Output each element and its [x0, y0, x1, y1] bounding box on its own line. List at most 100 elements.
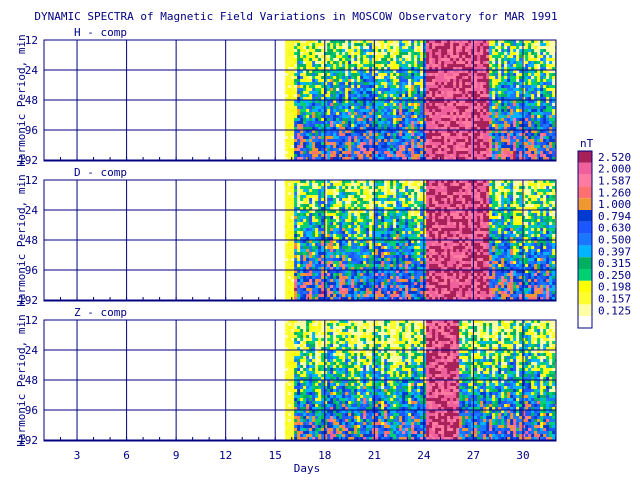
heatmap-cell — [519, 145, 523, 149]
heatmap-cell — [435, 109, 439, 113]
heatmap-cell — [339, 288, 343, 292]
heatmap-cell — [552, 142, 556, 146]
heatmap-cell — [288, 76, 292, 80]
heatmap-cell — [288, 210, 292, 214]
heatmap-cell — [411, 79, 415, 83]
heatmap-cell — [357, 282, 361, 286]
heatmap-cell — [300, 231, 304, 235]
heatmap-cell — [534, 124, 538, 128]
heatmap-cell — [375, 130, 379, 134]
heatmap-cell — [345, 94, 349, 98]
heatmap-cell — [456, 136, 460, 140]
heatmap-cell — [357, 183, 361, 187]
heatmap-cell — [339, 237, 343, 241]
heatmap-cell — [294, 88, 298, 92]
heatmap-cell — [459, 73, 463, 77]
heatmap-cell — [504, 91, 508, 95]
heatmap-cell — [477, 106, 481, 110]
heatmap-cell — [312, 85, 316, 89]
heatmap-cell — [294, 270, 298, 274]
heatmap-cell — [327, 297, 331, 301]
heatmap-cell — [528, 142, 532, 146]
heatmap-cell — [342, 213, 346, 217]
heatmap-cell — [435, 73, 439, 77]
heatmap-cell — [303, 213, 307, 217]
heatmap-cell — [525, 52, 529, 56]
heatmap-cell — [363, 142, 367, 146]
heatmap-cell — [546, 76, 550, 80]
heatmap-cell — [495, 94, 499, 98]
heatmap-cell — [447, 85, 451, 89]
heatmap-cell — [549, 88, 553, 92]
heatmap-cell — [387, 112, 391, 116]
heatmap-cell — [288, 288, 292, 292]
heatmap-cell — [543, 55, 547, 59]
heatmap-cell — [378, 79, 382, 83]
heatmap-cell — [372, 154, 376, 158]
heatmap-cell — [474, 139, 478, 143]
heatmap-cell — [378, 127, 382, 131]
heatmap-cell — [342, 67, 346, 71]
heatmap-cell — [399, 85, 403, 89]
heatmap-cell — [534, 40, 538, 44]
heatmap-cell — [363, 76, 367, 80]
heatmap-cell — [456, 154, 460, 158]
heatmap-cell — [531, 133, 535, 137]
heatmap-cell — [489, 94, 493, 98]
heatmap-cell — [309, 231, 313, 235]
heatmap-cell — [336, 136, 340, 140]
heatmap-cell — [444, 70, 448, 74]
heatmap-cell — [327, 252, 331, 256]
heatmap-cell — [369, 282, 373, 286]
heatmap-cell — [516, 40, 520, 44]
heatmap-cell — [414, 82, 418, 86]
heatmap-cell — [348, 43, 352, 47]
heatmap-cell — [309, 183, 313, 187]
heatmap-cell — [501, 148, 505, 152]
heatmap-cell — [363, 100, 367, 104]
heatmap-cell — [336, 249, 340, 253]
heatmap-cell — [471, 91, 475, 95]
heatmap-cell — [501, 46, 505, 50]
heatmap-cell — [336, 180, 340, 184]
heatmap-cell — [309, 207, 313, 211]
heatmap-cell — [351, 58, 355, 62]
heatmap-cell — [291, 225, 295, 229]
heatmap-cell — [552, 85, 556, 89]
heatmap-cell — [543, 40, 547, 44]
heatmap-cell — [333, 186, 337, 190]
heatmap-cell — [363, 255, 367, 259]
heatmap-cell — [339, 219, 343, 223]
heatmap-cell — [519, 139, 523, 143]
heatmap-cell — [540, 88, 544, 92]
heatmap-cell — [495, 124, 499, 128]
heatmap-cell — [513, 46, 517, 50]
heatmap-cell — [339, 186, 343, 190]
heatmap-cell — [540, 136, 544, 140]
heatmap-cell — [345, 231, 349, 235]
heatmap-cell — [525, 112, 529, 116]
heatmap-cell — [450, 91, 454, 95]
heatmap-cell — [288, 79, 292, 83]
heatmap-cell — [360, 46, 364, 50]
heatmap-cell — [453, 85, 457, 89]
heatmap-cell — [288, 133, 292, 137]
heatmap-cell — [285, 273, 289, 277]
heatmap-cell — [336, 273, 340, 277]
heatmap-cell — [354, 294, 358, 298]
heatmap-cell — [312, 121, 316, 125]
heatmap-cell — [372, 213, 376, 217]
heatmap-cell — [333, 243, 337, 247]
heatmap-cell — [393, 115, 397, 119]
heatmap-cell — [363, 88, 367, 92]
heatmap-cell — [294, 297, 298, 301]
heatmap-cell — [351, 64, 355, 68]
heatmap-cell — [318, 279, 322, 283]
heatmap-cell — [336, 297, 340, 301]
heatmap-cell — [462, 100, 466, 104]
heatmap-cell — [285, 255, 289, 259]
heatmap-cell — [426, 145, 430, 149]
heatmap-cell — [363, 273, 367, 277]
heatmap-cell — [510, 121, 514, 125]
heatmap-cell — [324, 291, 328, 295]
